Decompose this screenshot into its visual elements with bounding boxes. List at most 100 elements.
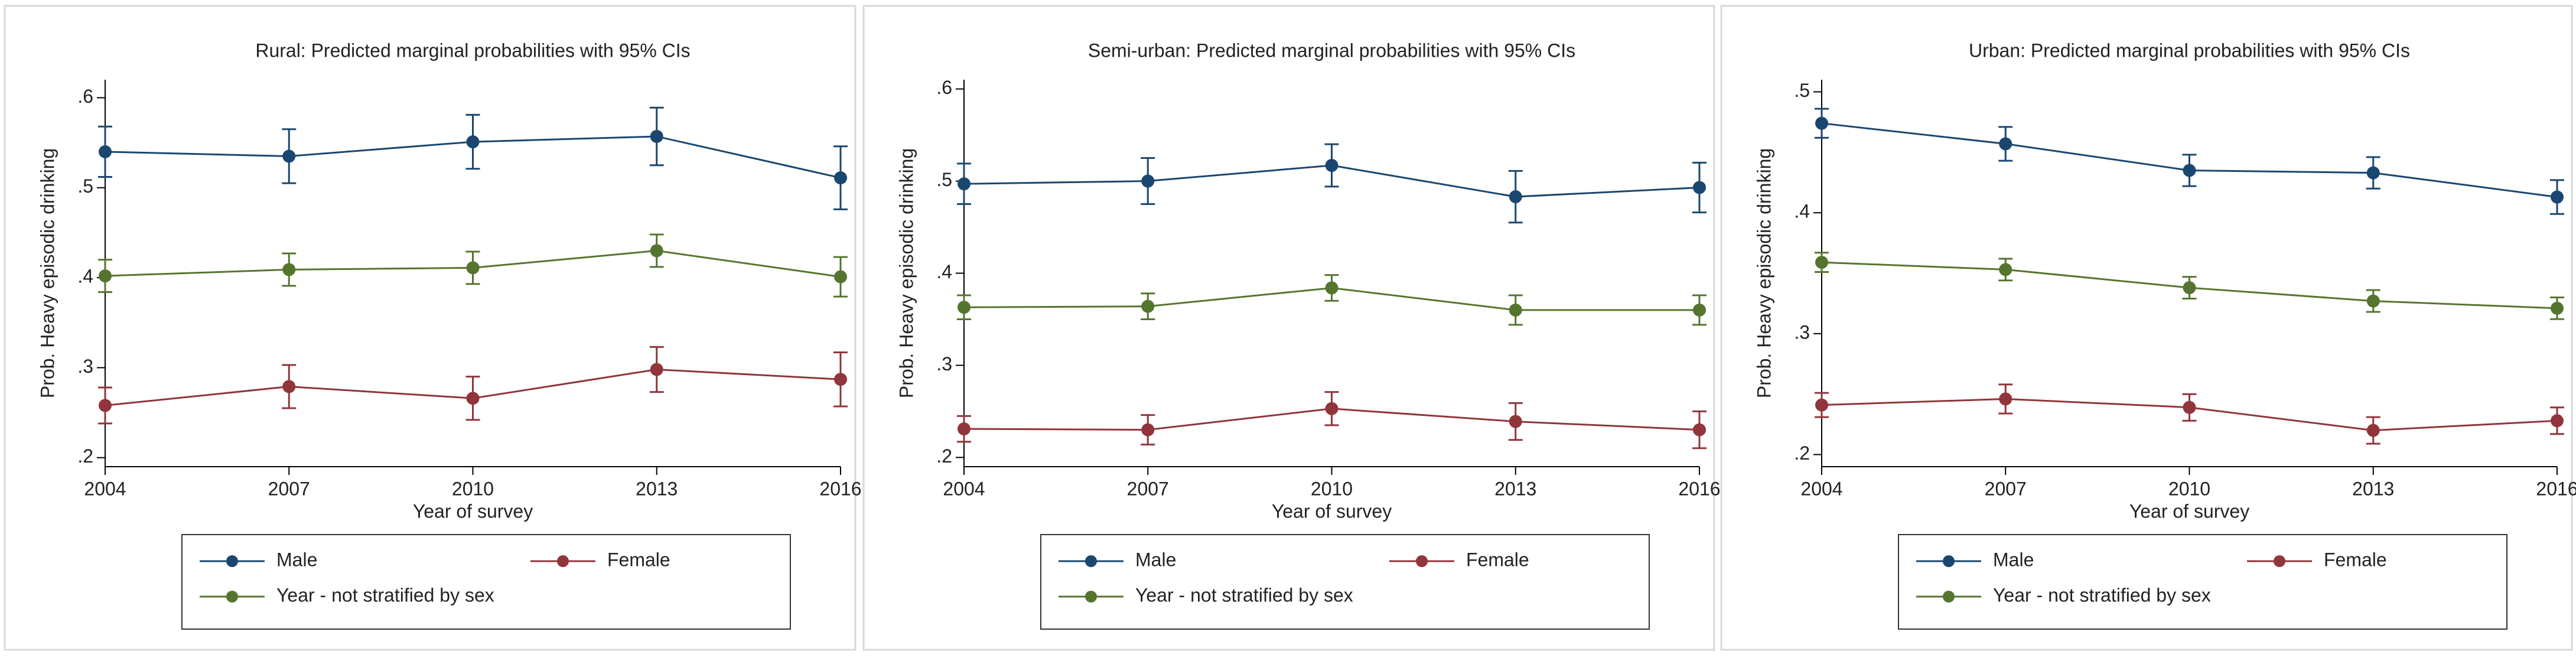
marker bbox=[466, 135, 480, 149]
marker bbox=[958, 422, 971, 436]
marker bbox=[1815, 398, 1828, 412]
legend-marker bbox=[2274, 555, 2285, 567]
legend-label: Female bbox=[1466, 549, 1529, 570]
marker bbox=[2551, 414, 2564, 428]
marker bbox=[834, 270, 847, 284]
x-tick-label: 2010 bbox=[2168, 478, 2210, 499]
marker bbox=[650, 244, 663, 258]
marker bbox=[1999, 137, 2012, 151]
x-tick-label: 2016 bbox=[1678, 478, 1720, 499]
x-tick-label: 2010 bbox=[452, 478, 494, 499]
legend-item: Year - not stratified by sex bbox=[1059, 584, 1353, 605]
marker bbox=[466, 392, 480, 405]
marker bbox=[1999, 392, 2012, 406]
x-tick-label: 2010 bbox=[1311, 478, 1353, 499]
x-tick-label: 2016 bbox=[819, 478, 861, 499]
y-axis-title: Prob. Heavy episodic drinking bbox=[895, 148, 917, 398]
marker bbox=[282, 263, 296, 276]
legend-marker bbox=[1085, 555, 1097, 567]
y-tick-label: .4 bbox=[936, 261, 952, 282]
legend-box bbox=[1040, 534, 1650, 630]
marker bbox=[1693, 423, 1706, 437]
marker bbox=[958, 301, 971, 314]
y-tick-label: .2 bbox=[1794, 442, 1810, 464]
legend-marker bbox=[557, 555, 569, 567]
marker bbox=[282, 149, 296, 163]
y-tick-label: .4 bbox=[77, 266, 93, 287]
y-tick-label: .2 bbox=[77, 445, 93, 467]
marker bbox=[650, 129, 663, 143]
marker bbox=[99, 399, 112, 412]
y-tick-label: .6 bbox=[77, 86, 93, 107]
y-axis-title: Prob. Heavy episodic drinking bbox=[1753, 148, 1774, 398]
legend-item: Female bbox=[530, 549, 670, 570]
chart-title: Urban: Predicted marginal probabilities … bbox=[1969, 40, 2410, 61]
marker bbox=[1815, 116, 1828, 130]
legend-item: Year - not stratified by sex bbox=[200, 584, 494, 605]
marker bbox=[1141, 423, 1155, 437]
y-tick-label: .3 bbox=[936, 353, 952, 375]
x-tick-label: 2004 bbox=[1800, 478, 1842, 499]
y-tick-label: .5 bbox=[1794, 80, 1810, 101]
legend-marker bbox=[1943, 555, 1955, 567]
legend-label: Female bbox=[607, 549, 670, 570]
chart-panel: Rural: Predicted marginal probabilities … bbox=[4, 5, 862, 651]
chart-title: Semi-urban: Predicted marginal probabili… bbox=[1088, 40, 1575, 61]
x-tick-label: 2013 bbox=[2352, 478, 2394, 499]
y-tick-label: .5 bbox=[77, 175, 93, 197]
chart-title: Rural: Predicted marginal probabilities … bbox=[255, 40, 690, 61]
marker bbox=[958, 177, 971, 191]
y-tick-label: .5 bbox=[936, 169, 952, 190]
x-tick-label: 2016 bbox=[2536, 478, 2576, 499]
marker bbox=[2183, 164, 2196, 177]
legend-label: Male bbox=[1135, 549, 1176, 570]
marker bbox=[99, 269, 112, 283]
marker bbox=[1141, 299, 1155, 313]
legend-label: Year - not stratified by sex bbox=[1993, 584, 2211, 605]
marker bbox=[650, 363, 663, 376]
marker bbox=[282, 380, 296, 393]
x-axis-title: Year of survey bbox=[413, 500, 533, 522]
marker bbox=[1325, 281, 1339, 295]
x-tick-label: 2013 bbox=[636, 478, 678, 499]
marker bbox=[834, 171, 847, 185]
marker bbox=[2183, 281, 2196, 295]
legend-item: Male bbox=[200, 549, 317, 570]
x-axis-title: Year of survey bbox=[2129, 500, 2249, 522]
marker bbox=[2183, 400, 2196, 414]
x-axis-title: Year of survey bbox=[1272, 500, 1392, 522]
x-tick-label: 2007 bbox=[1985, 478, 2027, 499]
marker bbox=[2366, 166, 2380, 180]
marker bbox=[1509, 415, 1522, 428]
legend-label: Year - not stratified by sex bbox=[1135, 584, 1353, 605]
y-axis-title: Prob. Heavy episodic drinking bbox=[37, 148, 58, 398]
x-tick-label: 2004 bbox=[84, 478, 126, 499]
marker bbox=[1999, 263, 2012, 276]
marker bbox=[2551, 190, 2564, 204]
marker bbox=[834, 373, 847, 386]
marker bbox=[1693, 303, 1706, 317]
y-tick-label: .3 bbox=[1794, 321, 1810, 343]
y-tick-label: .6 bbox=[936, 77, 952, 98]
legend-label: Female bbox=[2324, 549, 2387, 570]
legend-marker bbox=[226, 555, 238, 567]
legend-marker bbox=[1943, 591, 1955, 603]
marker bbox=[1509, 303, 1522, 317]
legend-item: Year - not stratified by sex bbox=[1916, 584, 2211, 605]
marker bbox=[1509, 190, 1522, 204]
y-tick-label: .4 bbox=[1794, 201, 1810, 222]
marker bbox=[99, 145, 112, 158]
legend-marker bbox=[226, 591, 238, 603]
marker bbox=[1815, 256, 1828, 269]
legend-box bbox=[181, 534, 791, 630]
marker bbox=[1141, 174, 1155, 188]
chart-panel: Urban: Predicted marginal probabilities … bbox=[1720, 5, 2576, 651]
legend-marker bbox=[1416, 555, 1428, 567]
x-tick-label: 2013 bbox=[1494, 478, 1536, 499]
marker bbox=[2366, 424, 2380, 437]
legend-label: Year - not stratified by sex bbox=[276, 584, 494, 605]
marker bbox=[1325, 402, 1339, 415]
legend-label: Male bbox=[276, 549, 317, 570]
